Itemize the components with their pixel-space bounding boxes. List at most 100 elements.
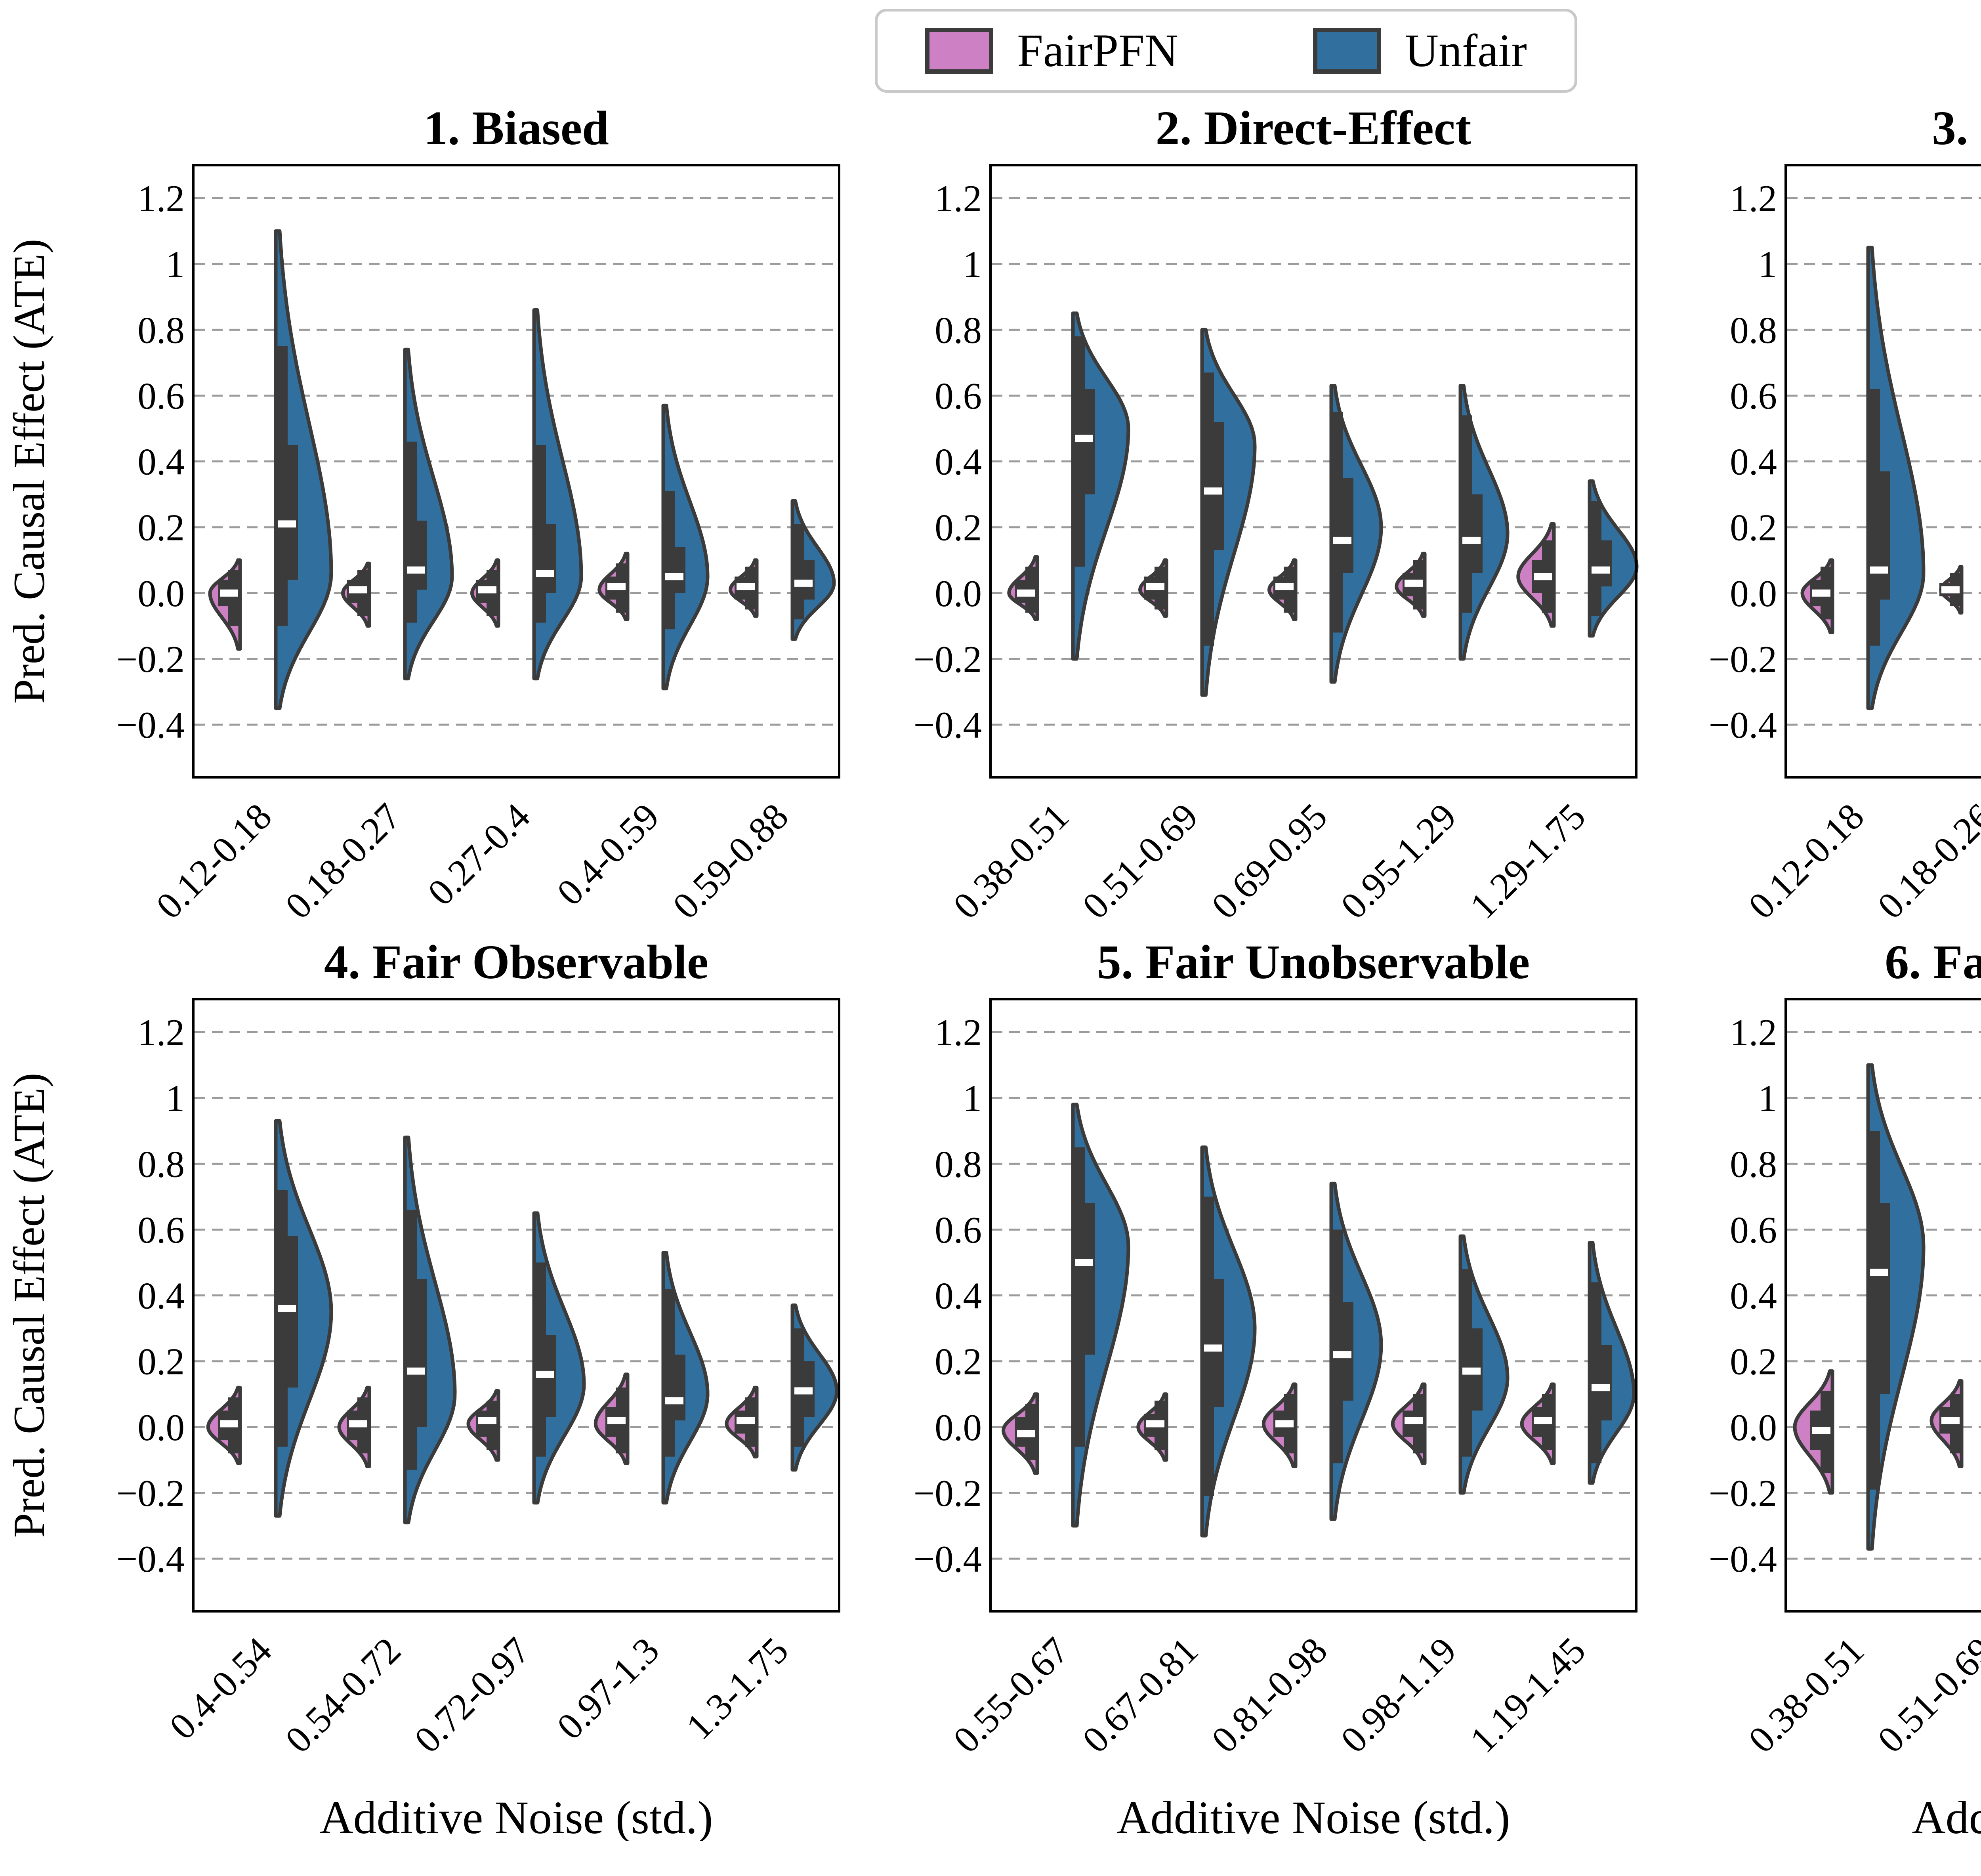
legend-item-unfair: Unfair <box>1313 27 1527 74</box>
y-axis-label: Pred. Causal Effect (ATE) <box>9 1073 54 1538</box>
y-tick-label: 0.6 <box>935 375 982 417</box>
median-line <box>1405 1417 1423 1424</box>
median-line <box>607 583 626 590</box>
x-tick-label: 0.59-0.88 <box>664 795 796 927</box>
y-tick-label: 1.2 <box>935 1011 982 1053</box>
median-line <box>1146 583 1164 590</box>
subplot-title: 4. Fair Observable <box>324 935 708 989</box>
y-tick-label: 1.2 <box>935 177 982 219</box>
x-tick-label: 0.4-0.59 <box>548 795 667 914</box>
median-line <box>1870 567 1888 574</box>
median-line <box>1534 1417 1552 1424</box>
median-line <box>349 586 367 594</box>
y-tick-label: 1 <box>1758 243 1777 285</box>
y-tick-label: 0.4 <box>1730 1275 1777 1317</box>
y-tick-label: −0.4 <box>913 1538 981 1580</box>
x-tick-label: 0.38-0.51 <box>1740 1629 1872 1761</box>
y-tick-label: 0.6 <box>1730 375 1777 417</box>
x-tick-label: 0.69-0.95 <box>1203 795 1335 927</box>
y-tick-label: −0.2 <box>913 638 981 680</box>
subplot-title: 6. Fair Additive Noise <box>1885 935 1981 989</box>
median-line <box>536 1371 554 1378</box>
subplot-title: 2. Direct-Effect <box>1155 101 1471 155</box>
x-tick-label: 0.12-0.18 <box>1740 795 1872 927</box>
y-tick-label: 0.6 <box>935 1209 982 1251</box>
x-tick-label: 0.98-1.19 <box>1332 1629 1464 1761</box>
y-tick-label: 0.4 <box>1730 441 1777 483</box>
y-tick-label: 0.2 <box>935 507 982 549</box>
y-tick-label: −0.2 <box>116 1472 184 1514</box>
x-tick-label: 1.19-1.45 <box>1462 1629 1593 1761</box>
y-tick-label: 1 <box>1758 1077 1777 1119</box>
median-line <box>1592 567 1610 574</box>
y-tick-label: 1.2 <box>1730 177 1777 219</box>
x-tick-label: 0.72-0.97 <box>406 1629 538 1761</box>
y-tick-label: −0.2 <box>913 1472 981 1514</box>
violin-figure-3: 3. Indirect-Effect1.210.80.60.40.20.0−0.… <box>1653 100 1981 932</box>
iqr-box <box>1331 478 1353 573</box>
y-tick-label: 0.0 <box>137 573 185 615</box>
y-tick-label: −0.2 <box>1708 638 1777 680</box>
x-tick-label: 0.55-0.67 <box>945 1629 1076 1761</box>
median-line <box>794 1387 813 1394</box>
y-tick-label: 0.4 <box>935 441 982 483</box>
median-line <box>278 520 296 527</box>
y-tick-label: 1 <box>963 1077 982 1119</box>
median-line <box>1146 1420 1164 1428</box>
y-tick-label: 0.2 <box>935 1341 982 1383</box>
x-tick-label: 0.4-0.54 <box>161 1629 279 1748</box>
legend-box: FairPFN Unfair <box>875 9 1577 93</box>
x-tick-label: 0.51-0.69 <box>1869 1629 1981 1761</box>
legend-label-unfair: Unfair <box>1405 27 1527 74</box>
x-tick-label: 0.51-0.69 <box>1074 795 1206 927</box>
iqr-box <box>534 524 556 593</box>
y-tick-label: 1.2 <box>1730 1011 1777 1053</box>
median-line <box>478 1417 496 1424</box>
violin-figure-5: 5. Fair Unobservable1.210.80.60.40.20.0−… <box>858 934 1646 1841</box>
median-line <box>1075 435 1093 442</box>
x-axis-label: Additive Noise (std.) <box>319 1792 713 1841</box>
median-line <box>1462 537 1481 544</box>
y-tick-label: 0.8 <box>1730 1143 1777 1185</box>
y-tick-label: −0.4 <box>913 704 981 746</box>
x-tick-label: 0.54-0.72 <box>277 1629 408 1761</box>
median-line <box>220 590 238 597</box>
iqr-box <box>1590 540 1612 586</box>
median-line <box>1462 1368 1481 1375</box>
subplot-title: 1. Biased <box>424 101 609 155</box>
median-line <box>220 1420 238 1428</box>
y-tick-label: 0.6 <box>1730 1209 1777 1251</box>
y-tick-label: −0.2 <box>116 638 184 680</box>
median-line <box>1075 1259 1093 1266</box>
y-tick-label: 0.2 <box>137 507 185 549</box>
iqr-box <box>1590 1345 1612 1420</box>
x-tick-label: 0.97-1.3 <box>548 1629 667 1748</box>
median-line <box>349 1420 367 1428</box>
y-axis-label: Pred. Causal Effect (ATE) <box>9 239 54 704</box>
iqr-box <box>1868 471 1890 600</box>
y-tick-label: 0.8 <box>935 309 982 351</box>
y-tick-label: −0.4 <box>116 704 184 746</box>
median-line <box>1017 590 1035 597</box>
subplot-6: 6. Fair Additive Noise1.210.80.60.40.20.… <box>1653 934 1981 1843</box>
iqr-box <box>405 521 427 590</box>
y-tick-label: 0.4 <box>935 1275 982 1317</box>
iqr-box <box>1202 1279 1224 1407</box>
y-tick-label: 0.8 <box>1730 309 1777 351</box>
y-tick-label: 0.0 <box>1730 573 1777 615</box>
median-line <box>1870 1269 1888 1276</box>
median-line <box>1204 487 1222 494</box>
iqr-box <box>663 1355 685 1420</box>
x-tick-label: 0.12-0.18 <box>148 795 279 927</box>
median-line <box>478 586 496 594</box>
violin-figure-1: 1. Biased Pred. Causal Effect (ATE) 1.2 1 0.… <box>9 100 849 932</box>
x-tick-label: 0.18-0.26 <box>1869 795 1981 927</box>
median-line <box>1941 586 1960 594</box>
y-tick-label: 1 <box>166 243 185 285</box>
y-tick-label: 1.2 <box>137 177 185 219</box>
subplot-3: 3. Indirect-Effect1.210.80.60.40.20.0−0.… <box>1653 100 1981 934</box>
violin-figure-4: 4. Fair Observable Pred. Causal Effect (A… <box>9 934 849 1841</box>
x-tick-label: 0.38-0.51 <box>945 795 1076 927</box>
subplot-title: 3. Indirect-Effect <box>1931 101 1981 155</box>
